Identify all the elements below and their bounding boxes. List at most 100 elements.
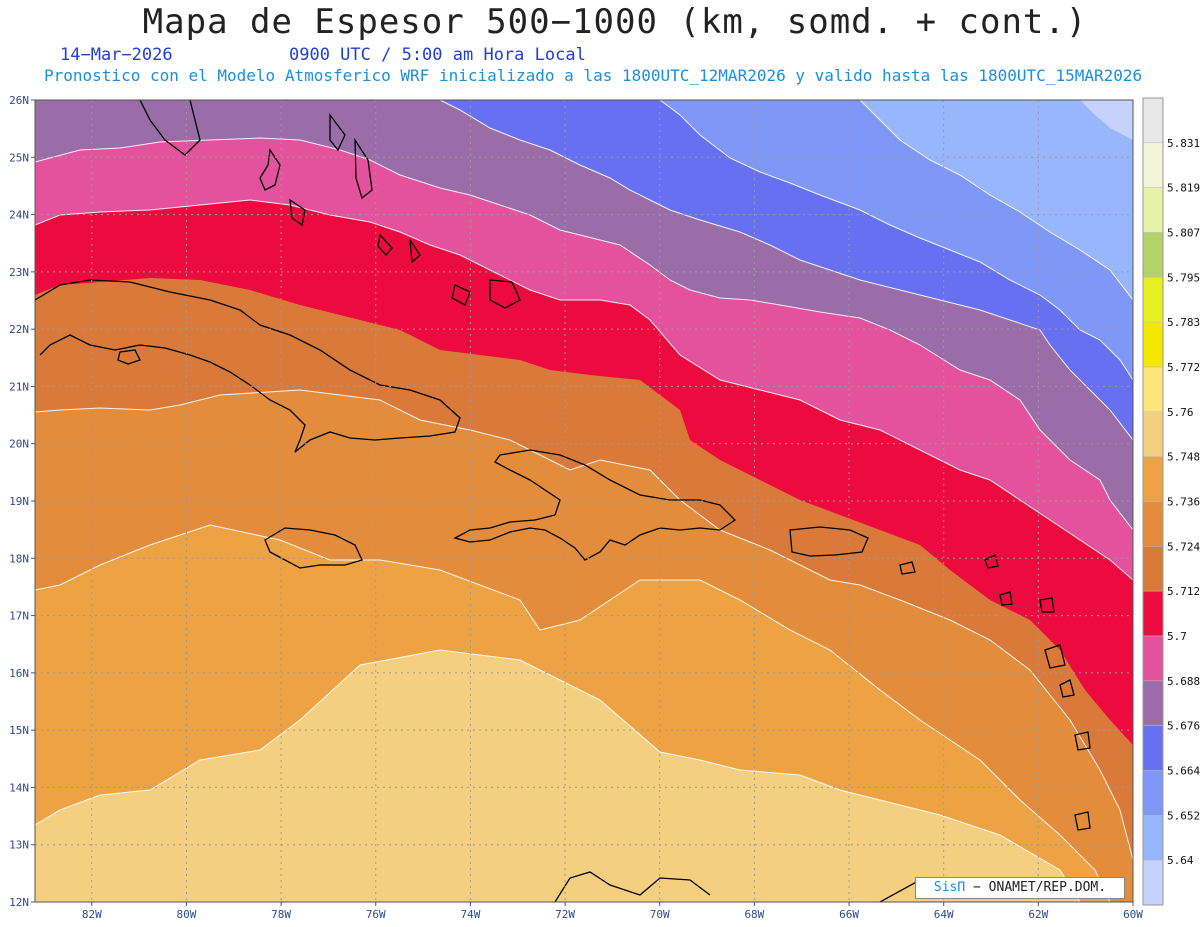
legend-label-5.772: 5.772 — [1167, 361, 1200, 374]
map-title: Mapa de Espesor 500−1000 (km, somd. + co… — [142, 2, 1088, 42]
legend-label-5.748: 5.748 — [1167, 451, 1200, 464]
lat-label-13N: 13N — [9, 839, 29, 852]
legend-label-5.652: 5.652 — [1167, 809, 1200, 822]
coast-antilles-2 — [984, 554, 999, 569]
coast-hispaniola — [453, 449, 737, 561]
lon-label-76W: 76W — [366, 908, 386, 921]
lon-label-74W: 74W — [460, 908, 480, 921]
legend-label-5.736: 5.736 — [1167, 496, 1200, 509]
legend-swatch-0 — [1142, 97, 1164, 144]
legend-label-5.664: 5.664 — [1167, 765, 1200, 778]
lat-label-14N: 14N — [9, 781, 29, 794]
coast-bahamas-5 — [377, 233, 393, 256]
legend-swatch-6 — [1142, 366, 1164, 413]
lat-label-15N: 15N — [9, 724, 29, 737]
lon-label-68W: 68W — [744, 908, 764, 921]
legend-swatch-7 — [1142, 411, 1164, 457]
lat-label-19N: 19N — [9, 495, 29, 508]
coast-isla-juventud — [117, 349, 141, 365]
coast-bahamas-6 — [409, 239, 421, 264]
coast-bahamas-2 — [289, 198, 306, 227]
lat-label-20N: 20N — [9, 438, 29, 451]
lat-label-17N: 17N — [9, 610, 29, 623]
coast-antilles-7 — [1074, 731, 1091, 751]
legend-label-5.819: 5.819 — [1167, 182, 1200, 195]
legend-swatch-8 — [1142, 456, 1164, 502]
band-5640 — [860, 100, 1133, 300]
band-lightest — [1080, 100, 1133, 140]
lon-label-72W: 72W — [555, 908, 575, 921]
lat-label-16N: 16N — [9, 667, 29, 680]
credit-brand: SisΠ — [933, 880, 966, 895]
thickness-bands — [35, 100, 1133, 902]
lon-label-62W: 62W — [1028, 908, 1048, 921]
legend-swatch-4 — [1142, 277, 1164, 323]
legend-label-5.807: 5.807 — [1167, 227, 1200, 240]
coast-antilles-4 — [1039, 597, 1055, 613]
coast-bahamas-7 — [451, 284, 471, 306]
lat-label-23N: 23N — [9, 266, 29, 279]
legend-swatch-11 — [1142, 590, 1164, 637]
legend-label-5.783: 5.783 — [1167, 316, 1200, 329]
lat-label-24N: 24N — [9, 209, 29, 222]
lon-label-70W: 70W — [650, 908, 670, 921]
coast-cuba — [35, 279, 461, 453]
legend-label-5.831: 5.831 — [1167, 137, 1200, 150]
legend-label-5.64: 5.64 — [1167, 854, 1194, 867]
coast-south-america — [554, 871, 711, 902]
legend-label-5.76: 5.76 — [1167, 406, 1194, 419]
legend-swatch-1 — [1142, 142, 1164, 188]
coast-puerto-rico — [789, 526, 869, 557]
color-legend: 5.831 5.819 5.807 5.795 5.783 5.772 5.76 5.748 5… — [1142, 97, 1200, 906]
legend-swatch-2 — [1142, 187, 1164, 233]
lat-label-22N: 22N — [9, 323, 29, 336]
coast-bahamas-8 — [489, 279, 521, 309]
legend-label-5.724: 5.724 — [1167, 540, 1200, 553]
lon-label-66W: 66W — [839, 908, 859, 921]
coast-antilles-6 — [1059, 679, 1075, 698]
coast-antilles-8 — [1074, 811, 1091, 831]
lon-label-64W: 64W — [934, 908, 954, 921]
lon-label-80W: 80W — [177, 908, 197, 921]
graticule — [35, 100, 1133, 902]
lat-label-21N: 21N — [9, 380, 29, 393]
legend-swatch-17 — [1142, 859, 1164, 906]
legend-swatch-16 — [1142, 815, 1164, 861]
legend-label-5.676: 5.676 — [1167, 720, 1200, 733]
legend-frame — [1142, 97, 1164, 906]
coast-bahamas-4 — [354, 137, 373, 200]
legend-label-5.688: 5.688 — [1167, 675, 1200, 688]
credit-text: − ONAMET/REP.DOM. — [965, 880, 1107, 895]
lon-label-78W: 78W — [271, 908, 291, 921]
latitude-axis: 26N 25N 24N 23N 22N 21N 20N 19N 18N 17N 16N 15N 14N 1… — [9, 94, 35, 909]
lon-label-60W: 60W — [1123, 908, 1143, 921]
forecast-time: 0900 UTC / 5:00 am Hora Local — [289, 45, 586, 65]
legend-label-5.712: 5.712 — [1167, 585, 1200, 598]
lat-label-26N: 26N — [9, 94, 29, 107]
legend-label-5.7: 5.7 — [1167, 630, 1187, 643]
legend-swatch-13 — [1142, 680, 1164, 726]
lon-label-82W: 82W — [82, 908, 102, 921]
coast-antilles-1 — [899, 561, 916, 575]
credit-box: SisΠ − ONAMET/REP.DOM. — [915, 877, 1125, 899]
legend-swatch-15 — [1142, 770, 1164, 816]
coast-bahamas-1 — [259, 148, 281, 191]
legend-swatch-10 — [1142, 546, 1164, 592]
legend-swatch-9 — [1142, 501, 1164, 547]
legend-label-5.795: 5.795 — [1167, 271, 1200, 284]
coast-bahamas-3 — [329, 113, 346, 152]
legend-swatch-12 — [1142, 635, 1164, 682]
forecast-date: 14−Mar−2026 — [60, 45, 173, 65]
legend-swatch-14 — [1142, 725, 1164, 771]
coast-antilles-3 — [999, 591, 1013, 606]
model-info: Pronostico con el Modelo Atmosferico WRF… — [44, 66, 1143, 85]
lat-label-12N: 12N — [9, 896, 29, 909]
lat-label-18N: 18N — [9, 552, 29, 565]
legend-swatch-5 — [1142, 321, 1164, 368]
longitude-axis: 82W 80W 78W 76W 74W 72W 70W 68W 66W 64W 62W 60W — [82, 902, 1143, 921]
contour-lines — [35, 100, 1133, 902]
legend-swatch-3 — [1142, 232, 1164, 278]
coast-antilles-5 — [1044, 644, 1066, 669]
lat-label-25N: 25N — [9, 151, 29, 164]
